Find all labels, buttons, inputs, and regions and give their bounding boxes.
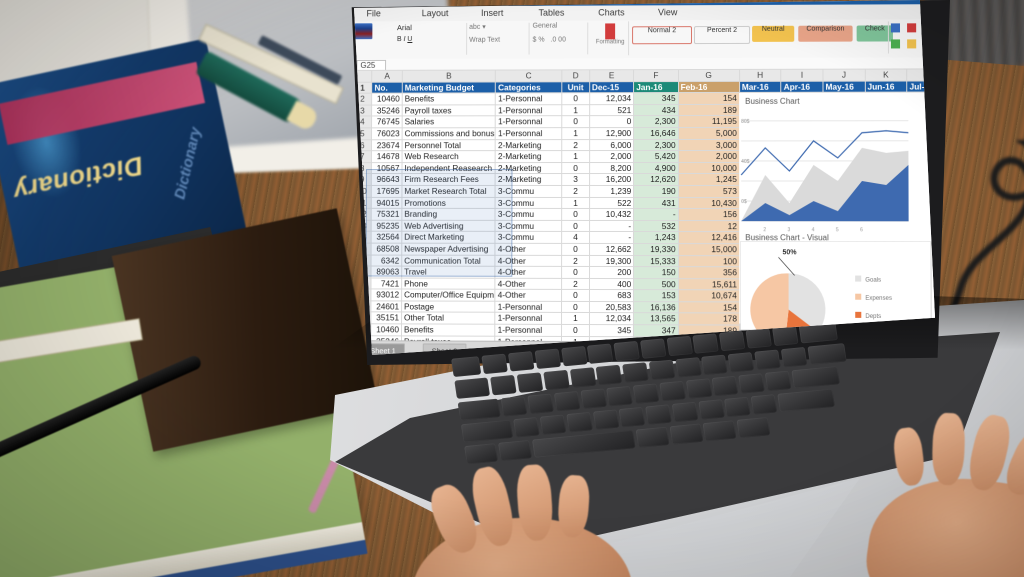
svg-text:0$: 0$ (741, 199, 747, 205)
svg-text:6: 6 (860, 227, 863, 233)
svg-text:Expenses: Expenses (865, 296, 892, 302)
svg-text:5: 5 (836, 227, 839, 233)
svg-text:80$: 80$ (741, 119, 750, 125)
svg-text:Depts: Depts (865, 314, 881, 320)
svg-text:40$: 40$ (741, 159, 750, 165)
svg-text:50%: 50% (782, 249, 796, 256)
svg-text:Goals: Goals (865, 278, 881, 284)
